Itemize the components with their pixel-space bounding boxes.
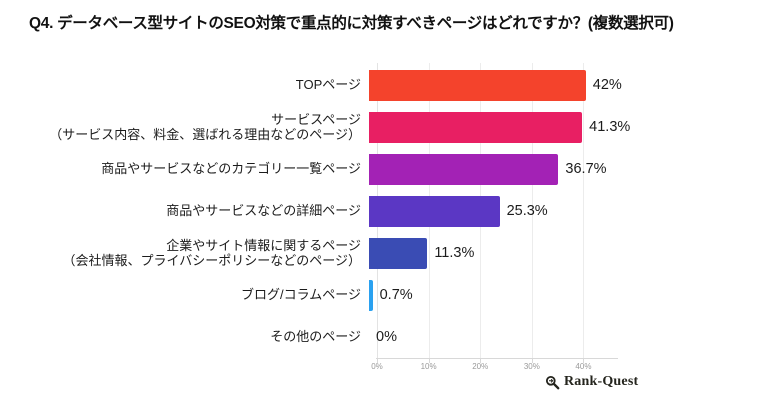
value-label: 41.3% [589,119,631,135]
value-label: 11.3% [434,245,475,261]
chart-row: その他のページ 0% [0,316,660,358]
chart-row: 企業やサイト情報に関するページ （会社情報、プライバシーポリシーなどのページ） 1… [0,232,660,274]
bar [369,279,373,311]
x-axis [376,358,618,363]
bar-track: 11.3% [369,237,660,269]
brand-text: Rank-Quest [564,374,639,389]
category-label: ブログ/コラムページ [241,287,361,303]
x-tick-label: 40% [575,362,592,371]
chart-row: 商品やサービスなどのカテゴリー一覧ページ 36.7% [0,148,660,190]
x-tick-mark [531,359,533,363]
value-label: 25.3% [506,203,548,219]
x-tick-label: 0% [371,362,383,371]
bar-track: 36.7% [369,153,660,185]
bar-track: 0.7% [369,279,660,311]
category-label: サービスページ （サービス内容、料金、選ばれる理由などのページ） [49,111,361,143]
bar-track: 25.3% [369,195,660,227]
chart-row: サービスページ （サービス内容、料金、選ばれる理由などのページ） 41.3% [0,106,660,148]
gridline [531,63,533,358]
x-tick-label: 30% [523,362,540,371]
x-tick-label: 20% [472,362,489,371]
chart-rows: TOPページ 42% サービスページ （サービス内容、料金、選ばれる理由などのペー… [0,64,660,358]
chart-row: ブログ/コラムページ 0.7% [0,274,660,316]
chart-row: 商品やサービスなどの詳細ページ 25.3% [0,190,660,232]
value-label: 42% [592,77,622,93]
chart-row: TOPページ 42% [0,64,660,106]
x-tick-mark [583,359,585,363]
category-label: 企業やサイト情報に関するページ （会社情報、プライバシーポリシーなどのページ） [62,237,361,269]
x-tick-mark [377,359,378,363]
category-label: 商品やサービスなどのカテゴリー一覧ページ [101,161,361,177]
x-tick-mark [480,359,482,363]
x-axis-ticks: 0% 10% 20% 30% 40% [371,362,617,374]
value-label: 0% [376,329,397,345]
gridline [583,63,585,358]
category-label: TOPページ [295,77,361,93]
bar [369,237,428,269]
bar [369,153,559,185]
bar [369,195,500,227]
bar-track: 0% [369,322,660,353]
category-label: その他のページ [270,329,361,345]
x-tick-mark [428,359,430,363]
rank-quest-logo: Rank-Quest [545,374,638,390]
value-label: 0.7% [379,287,413,303]
category-label: 商品やサービスなどの詳細ページ [166,203,361,219]
bar [369,69,586,101]
value-label: 36.7% [565,161,607,177]
page-title: Q4. データベース型サイトのSEO対策で重点的に対策すべきページはどれですか？… [29,15,674,32]
bar-track: 42% [369,69,660,101]
bar [369,111,583,143]
bar-track: 41.3% [369,111,660,143]
x-tick-label: 10% [420,362,437,371]
magnifier-icon [545,375,560,390]
